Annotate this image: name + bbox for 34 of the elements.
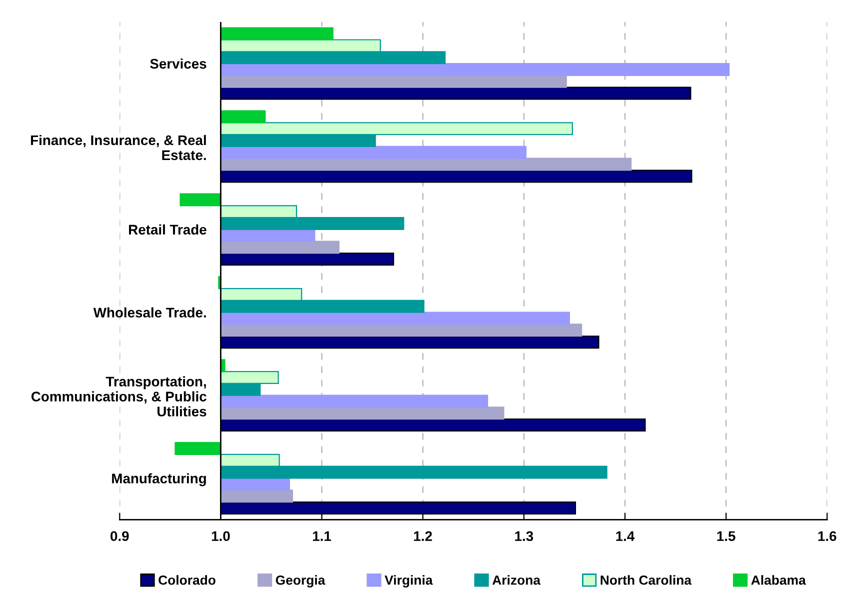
bar <box>220 312 570 325</box>
bar <box>220 394 488 408</box>
bar <box>220 27 334 40</box>
x-tick-label: 1.0 <box>212 531 230 542</box>
bar <box>220 146 526 159</box>
legend-label: Alabama <box>751 575 806 585</box>
y-tick-label: Manufacturing <box>112 473 206 486</box>
x-tick-label: 1.5 <box>717 531 736 542</box>
legend-label: Virginia <box>384 575 433 588</box>
x-tick-label: 1.4 <box>616 531 635 541</box>
y-tick-label: Wholesale Trade. <box>93 307 206 318</box>
bar <box>220 110 266 124</box>
bar <box>220 490 294 503</box>
x-tick-label: 1.3 <box>515 531 534 542</box>
bar <box>180 193 222 206</box>
y-tick-label: Retail Trade <box>129 224 206 235</box>
x-tick-label: 1.6 <box>818 531 836 542</box>
bar <box>220 158 632 171</box>
x-tick-label: 0.9 <box>110 531 129 542</box>
y-tick-label: Services <box>150 58 206 69</box>
bar <box>174 442 222 456</box>
x-tick-label: 1.2 <box>414 531 432 541</box>
legend-label: Georgia <box>276 575 326 588</box>
legend-label: Arizona <box>492 575 541 585</box>
bar <box>220 74 567 88</box>
y-tick-label: Transportation, Communications, & Public Utilities <box>31 376 206 416</box>
bar <box>220 228 316 242</box>
bar <box>220 240 340 254</box>
legend-label: North Carolina <box>600 575 692 585</box>
legend-label: Colorado <box>158 575 216 585</box>
bar <box>220 62 730 76</box>
x-tick-label: 1.1 <box>313 531 332 541</box>
y-tick-label: Finance, Insurance, & Real Estate. <box>31 134 206 160</box>
bar <box>220 406 504 420</box>
